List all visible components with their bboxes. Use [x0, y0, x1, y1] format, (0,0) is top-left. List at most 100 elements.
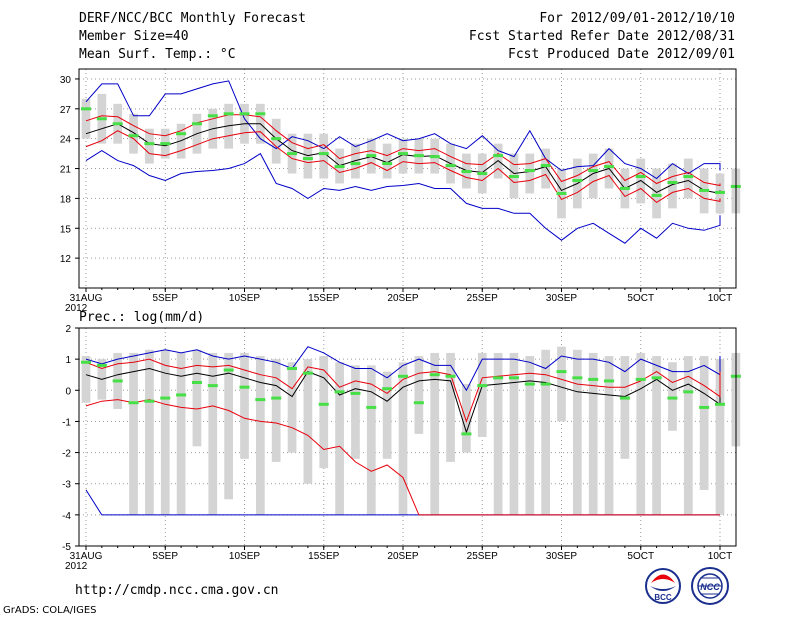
observed-marker: [112, 379, 123, 383]
x-tick-label: 10CT: [708, 293, 732, 304]
observed-marker: [128, 134, 139, 138]
observed-marker: [699, 405, 710, 409]
y-tick-label: -5: [62, 542, 71, 553]
x-tick-label: 20SEP: [387, 293, 418, 304]
range-bar: [557, 346, 566, 422]
range-bar: [604, 356, 614, 515]
x-tick-label: 30SEP: [546, 551, 577, 562]
y-tick-label: -1: [62, 417, 71, 428]
range-bar: [319, 356, 329, 469]
range-bar: [398, 138, 408, 174]
x-tick-label: 30SEP: [546, 293, 577, 304]
series-line-ensemble-max: [85, 346, 721, 392]
range-bar: [271, 359, 281, 462]
observed-marker: [667, 396, 678, 400]
x-tick-label: 5SEP: [152, 293, 178, 304]
range-bar: [668, 362, 677, 431]
observed-marker: [524, 382, 535, 386]
x-tick-label: 5OCT: [627, 551, 654, 562]
range-bar: [462, 384, 471, 453]
observed-marker: [144, 399, 155, 403]
range-bar: [446, 352, 455, 462]
series-line-mean-spread: [85, 399, 720, 516]
panel-temperature: 12 15 18 21 24 27 30 31AUG 5SEP 10SEP 15SEP 20SEP 25…: [60, 68, 741, 314]
range-bar: [145, 349, 154, 515]
chart-title: DERF/NCC/BCC Monthly Forecast: [79, 11, 306, 26]
range-bar: [636, 352, 646, 515]
y-tick-label: -3: [62, 480, 71, 491]
range-bar: [366, 365, 376, 515]
variable-label: Mean Surf. Temp.: °C: [79, 47, 236, 62]
observed-marker: [366, 405, 377, 409]
observed-marker: [350, 391, 361, 395]
observed-marker: [588, 169, 599, 173]
observed-marker: [715, 402, 725, 406]
range-bar: [81, 98, 91, 139]
observed-marker: [508, 376, 519, 380]
observed-marker: [318, 402, 329, 406]
observed-marker: [239, 385, 250, 389]
range-bar: [382, 371, 392, 459]
range-bar: [176, 352, 186, 515]
observed-marker: [398, 152, 408, 156]
range-bar: [620, 356, 630, 459]
bcc-logo-text: BCC: [654, 593, 672, 602]
member-size-label: Member Size=40: [79, 29, 189, 44]
observed-marker: [81, 107, 91, 111]
observed-marker: [635, 377, 646, 381]
y-tick-label: 12: [60, 254, 72, 265]
observed-marker: [588, 377, 599, 381]
observed-marker: [699, 188, 710, 192]
observed-marker: [287, 366, 298, 370]
observed-marker: [413, 154, 424, 158]
plot-frame: [78, 68, 737, 289]
range-bar: [382, 143, 392, 179]
observed-marker: [160, 142, 171, 146]
range-bar: [224, 352, 234, 500]
forecast-period-label: For 2012/09/01-2012/10/10: [539, 11, 735, 26]
ncc-logo: NCC: [691, 567, 729, 605]
observed-marker: [255, 398, 266, 402]
range-bar: [192, 349, 202, 447]
observed-marker: [556, 370, 567, 374]
footer-url-link[interactable]: http://cmdp.ncc.cma.gov.cn: [75, 583, 279, 598]
y-tick-label: 18: [60, 194, 72, 205]
x-tick-label: 15SEP: [308, 551, 339, 562]
x-tick-label: 25SEP: [467, 551, 498, 562]
observed-marker: [287, 152, 298, 156]
y-tick-label: 15: [60, 224, 72, 235]
range-bar: [477, 352, 487, 437]
forecast-produced-label: Fcst Produced Date 2012/09/01: [508, 47, 735, 62]
x-tick-label: 5SEP: [152, 551, 178, 562]
observed-marker: [461, 432, 472, 436]
x-tick-label: 31AUG: [70, 293, 103, 304]
x-tick-label: 31AUG: [70, 551, 103, 562]
range-bar: [668, 163, 677, 209]
observed-marker: [382, 387, 393, 391]
y-tick-label: 30: [60, 75, 72, 86]
range-bar: [287, 362, 297, 453]
y-tick-label: 1: [65, 355, 71, 366]
observed-marker: [540, 382, 551, 386]
observed-marker: [112, 122, 123, 126]
observed-marker: [477, 172, 488, 176]
observed-marker: [207, 114, 218, 118]
x-tick-label: 10SEP: [229, 293, 260, 304]
range-bar: [541, 148, 551, 189]
y-tick-label: 0: [65, 386, 71, 397]
series-line-ensemble-max: [85, 150, 721, 244]
y-tick-label: 27: [60, 105, 72, 116]
range-bar: [335, 362, 344, 515]
range-bar: [240, 352, 249, 459]
observed-marker: [271, 396, 282, 400]
range-bar: [572, 349, 582, 515]
ncc-logo-text: NCC: [700, 582, 720, 592]
range-bar: [224, 103, 234, 149]
observed-marker: [255, 112, 266, 116]
range-bar: [525, 356, 535, 515]
plot-frame: [78, 327, 737, 547]
range-bar: [129, 113, 138, 154]
observed-marker: [683, 390, 694, 394]
observed-marker: [191, 122, 202, 126]
